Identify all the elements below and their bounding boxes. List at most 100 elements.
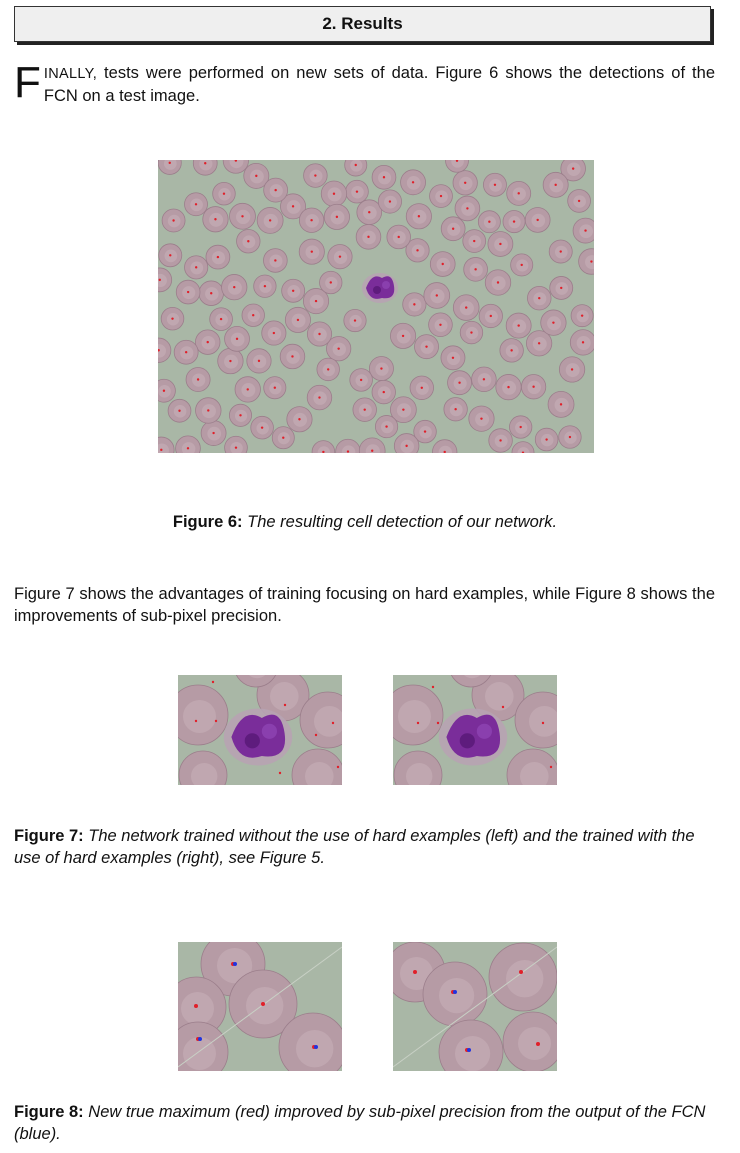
- cell-center: [181, 992, 214, 1025]
- detection-marker: [346, 450, 350, 453]
- detection-marker: [239, 414, 242, 417]
- figure-8-right-image: [393, 942, 557, 1071]
- nucleus-lobe: [382, 281, 390, 289]
- detection-marker: [257, 359, 261, 363]
- detection-marker: [560, 286, 563, 290]
- detection-marker: [158, 278, 161, 282]
- detection-marker: [206, 340, 209, 344]
- detection-marker: [310, 219, 313, 222]
- detection-marker: [388, 200, 392, 203]
- cell-center: [585, 255, 594, 270]
- detection-marker: [420, 386, 423, 389]
- detection-marker: [186, 290, 190, 294]
- detection-marker: [473, 239, 476, 243]
- section-title: 2. Results: [322, 14, 403, 33]
- figure-8-left-image: [178, 942, 342, 1071]
- detection-marker: [329, 281, 332, 284]
- detection-marker: [233, 285, 236, 289]
- detection-marker: [439, 323, 442, 326]
- detection-marker: [451, 356, 455, 360]
- detection-marker: [178, 409, 181, 412]
- figure-8-label: Figure 8:: [14, 1103, 84, 1121]
- detection-marker: [541, 721, 545, 725]
- detection-marker: [211, 680, 215, 684]
- nucleus-lobe: [261, 723, 277, 739]
- detection-marker: [466, 207, 469, 210]
- detection-marker: [222, 192, 226, 195]
- cell-center: [183, 700, 216, 733]
- cell-center: [191, 763, 218, 785]
- detection-marker: [454, 408, 457, 411]
- sub-pixel-maximum: [261, 1002, 265, 1006]
- cell-center: [246, 987, 284, 1025]
- detection-marker: [247, 240, 250, 243]
- detection-marker: [210, 292, 213, 295]
- detection-marker: [549, 765, 553, 769]
- fcn-output-maximum: [198, 1037, 202, 1041]
- detection-marker: [234, 446, 238, 449]
- small-caps-lead: INALLY,: [43, 66, 98, 82]
- figure-6-caption: Figure 6: The resulting cell detection o…: [14, 511, 716, 533]
- cell-center: [158, 273, 167, 288]
- detection-marker: [435, 294, 438, 297]
- detection-marker: [318, 396, 321, 399]
- detection-marker: [314, 174, 317, 177]
- cell-center: [248, 675, 266, 679]
- figure-7-caption-text: The network trained without the use of h…: [14, 827, 695, 867]
- detection-marker: [436, 721, 440, 725]
- detection-marker: [439, 194, 443, 198]
- detection-marker: [186, 447, 190, 450]
- cell-center: [158, 344, 166, 358]
- detection-marker: [413, 303, 416, 306]
- sub-pixel-maximum: [194, 1004, 198, 1008]
- detection-marker: [184, 351, 188, 354]
- cell-center: [517, 447, 530, 453]
- detection-marker: [521, 451, 525, 453]
- detection-marker: [371, 449, 374, 452]
- detection-marker: [204, 162, 207, 165]
- detection-marker: [570, 368, 574, 371]
- detection-marker: [455, 160, 459, 163]
- detection-marker: [499, 439, 502, 442]
- cell-center: [199, 160, 213, 171]
- fcn-output-maximum: [314, 1045, 318, 1049]
- cell-center: [455, 1036, 491, 1071]
- cell-center: [163, 160, 177, 170]
- detection-marker: [519, 425, 522, 429]
- detection-marker: [538, 296, 541, 300]
- cell-center: [365, 444, 380, 453]
- detection-marker: [216, 255, 220, 259]
- detection-marker: [581, 341, 585, 344]
- detection-marker: [335, 215, 339, 219]
- detection-marker: [326, 368, 330, 371]
- detection-marker: [353, 319, 357, 322]
- figure-7-left-image: [178, 675, 342, 785]
- detection-marker: [493, 183, 497, 186]
- detection-marker: [405, 444, 408, 448]
- cell-center: [398, 700, 431, 733]
- detection-marker: [423, 430, 427, 433]
- detection-marker: [322, 450, 325, 453]
- detection-marker: [368, 210, 371, 214]
- red-blood-cell: [235, 675, 277, 688]
- detection-marker: [499, 242, 502, 246]
- detection-marker: [318, 332, 321, 336]
- detection-marker: [416, 721, 420, 725]
- detection-marker: [172, 219, 175, 222]
- figure-6-caption-text: The resulting cell detection of our netw…: [247, 513, 558, 531]
- detection-marker: [363, 408, 366, 411]
- detection-marker: [488, 220, 491, 223]
- detection-marker: [272, 331, 276, 335]
- detection-marker: [401, 334, 405, 338]
- detection-marker: [443, 450, 446, 453]
- paragraph-2-text: Figure 7 shows the advantages of trainin…: [14, 585, 715, 625]
- detection-marker: [274, 259, 277, 262]
- figure-7-label: Figure 7:: [14, 827, 84, 845]
- scan-line: [178, 946, 342, 1068]
- detection-marker: [332, 192, 336, 195]
- sub-pixel-maximum: [536, 1042, 540, 1046]
- cell-center: [451, 160, 464, 168]
- figure-7-caption: Figure 7: The network trained without th…: [14, 825, 716, 869]
- nucleus-lobe: [373, 286, 381, 294]
- detection-marker: [480, 417, 483, 420]
